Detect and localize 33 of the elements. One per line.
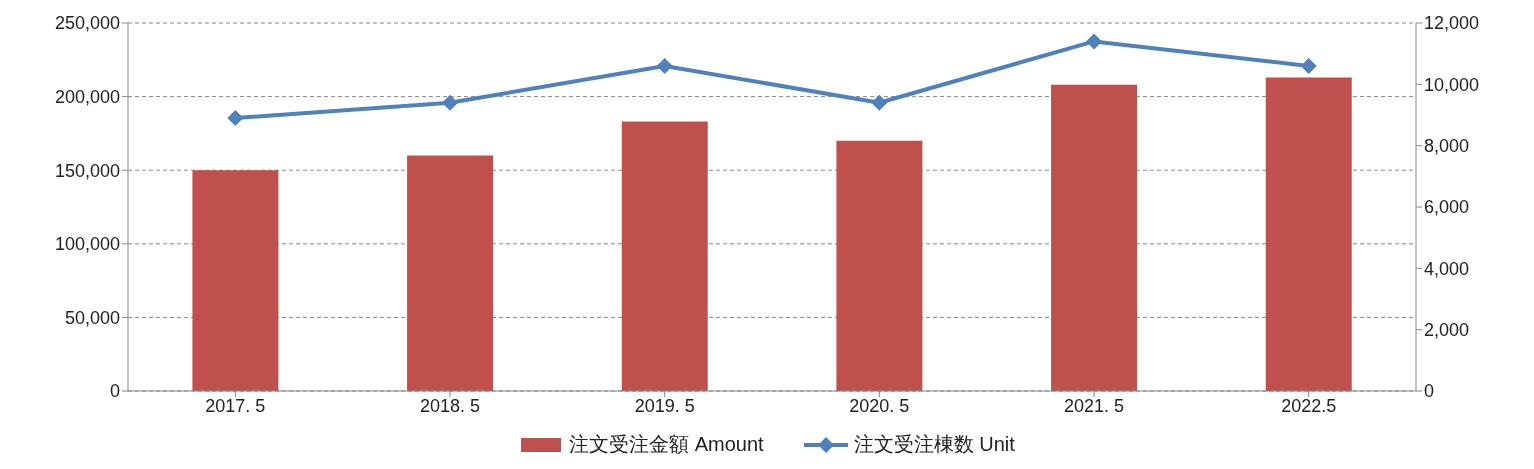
y-tick-label: 150,000	[54, 160, 120, 181]
bar	[836, 140, 923, 391]
y2-tick-label: 0	[1424, 381, 1435, 402]
point	[871, 94, 888, 111]
y-tick-label: 200,000	[54, 86, 120, 107]
x-tick-label: 2018. 5	[419, 395, 481, 416]
y2-tick-label: 10,000	[1424, 74, 1480, 95]
y-tick-label: 0	[109, 381, 120, 402]
y2-tick-label: 6,000	[1424, 197, 1470, 218]
y2-tick-label: 2,000	[1424, 320, 1470, 341]
bar	[621, 121, 708, 391]
x-tick-label: 2019. 5	[634, 395, 695, 416]
bar	[407, 155, 494, 391]
y-tick-label: 250,000	[54, 13, 120, 34]
bar	[1051, 84, 1138, 391]
point	[656, 57, 673, 74]
x-tick-label: 2021. 5	[1063, 395, 1125, 416]
x-tick-label: 2022.5	[1281, 395, 1337, 416]
legend-label: 注文受注棟数 Unit	[852, 432, 1015, 457]
y2-tick-label: 4,000	[1424, 258, 1470, 279]
y-tick-label: 50,000	[64, 307, 120, 328]
x-tick-label: 2017. 5	[205, 395, 266, 416]
bar	[1265, 77, 1352, 391]
bar	[192, 170, 279, 391]
y2-tick-label: 12,000	[1424, 13, 1480, 34]
point	[442, 94, 458, 111]
legend-label: 注文受注金額 Amount	[568, 432, 764, 457]
y2-tick-label: 8,000	[1424, 136, 1470, 157]
x-tick-label: 2020. 5	[849, 395, 910, 416]
point	[1086, 33, 1102, 50]
point	[227, 110, 244, 127]
y-tick-label: 100,000	[54, 234, 120, 255]
point	[1300, 57, 1317, 74]
